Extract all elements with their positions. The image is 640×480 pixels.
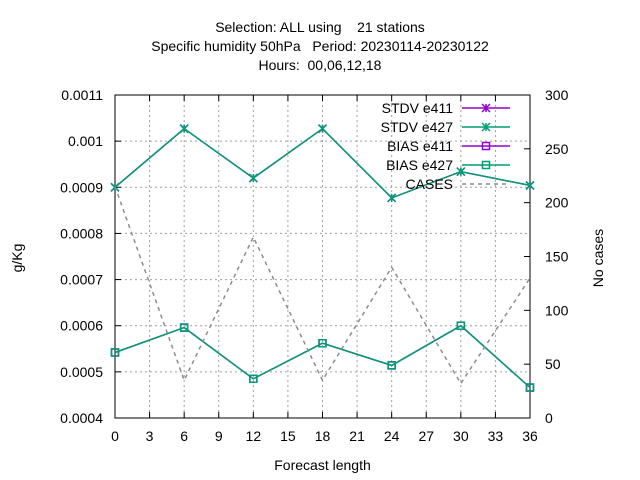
x-tick-label: 30 xyxy=(453,428,469,444)
axis-ticks: 0 3 6 9 12 15 18 21 24 27 30 33 360.00040.00050.0006… xyxy=(60,87,568,444)
title-line: Hours: 00,06,12,18 xyxy=(259,57,382,73)
legend-entry: STDV e427 xyxy=(381,119,510,135)
legend-entry: BIAS e427 xyxy=(386,157,510,173)
legend-entry: BIAS e411 xyxy=(387,138,510,154)
data-point-square-marker xyxy=(110,348,120,357)
x-tick-label: 12 xyxy=(246,428,262,444)
y-tick-label: 0.0009 xyxy=(60,179,103,195)
x-tick-label: 33 xyxy=(488,428,504,444)
series-bias-e427 xyxy=(110,321,535,392)
x-tick-label: 15 xyxy=(280,428,296,444)
data-point-square-marker xyxy=(456,321,466,330)
x-tick-label: 21 xyxy=(349,428,365,444)
data-point-square-marker xyxy=(249,374,258,384)
x-tick-label: 27 xyxy=(418,428,434,444)
series-line xyxy=(114,127,531,199)
grid xyxy=(115,95,530,418)
legend-entry: CASES xyxy=(406,176,510,192)
legend-label: BIAS e427 xyxy=(386,157,453,173)
y2-tick-label: 150 xyxy=(545,249,569,265)
chart-title: Selection: ALL using 21 stations Specific… xyxy=(151,19,489,73)
y2-tick-label: 0 xyxy=(545,410,553,426)
y-tick-label: 0.0008 xyxy=(60,225,103,241)
x-tick-label: 36 xyxy=(522,428,538,444)
data-point-square-marker xyxy=(481,141,491,151)
data-point-square-marker xyxy=(525,383,535,392)
y2-axis-label: No cases xyxy=(590,229,606,287)
series-line xyxy=(114,324,531,389)
y2-tick-label: 200 xyxy=(545,195,569,211)
x-tick-label: 18 xyxy=(315,428,331,444)
legend: STDV e411 STDV e427 BIAS e411 BIAS e427 CASE… xyxy=(381,100,510,192)
legend-entry: STDV e411 xyxy=(382,100,510,116)
x-tick-label: 3 xyxy=(146,428,154,444)
y2-tick-label: 300 xyxy=(545,87,569,103)
x-tick-label: 6 xyxy=(180,428,188,444)
legend-label: BIAS e411 xyxy=(387,138,453,154)
legend-label: CASES xyxy=(406,176,453,192)
x-tick-label: 9 xyxy=(215,428,223,444)
data-point-square-marker xyxy=(318,338,327,348)
title-line: Selection: ALL using 21 stations xyxy=(215,19,425,35)
x-tick-label: 0 xyxy=(111,428,119,444)
y2-tick-label: 50 xyxy=(545,356,561,372)
title-line: Specific humidity 50hPa Period: 20230114… xyxy=(151,38,489,54)
y-tick-label: 0.0007 xyxy=(60,272,103,288)
y-tick-label: 0.0004 xyxy=(60,410,103,426)
legend-label: STDV e427 xyxy=(381,119,454,135)
series-line xyxy=(114,127,531,199)
data-point-square-marker xyxy=(387,361,396,370)
y-tick-label: 0.0006 xyxy=(60,318,103,334)
y-axis-label: g/Kg xyxy=(9,244,25,273)
data-point-square-marker xyxy=(481,160,491,170)
y-tick-label: 0.001 xyxy=(68,133,103,149)
y2-tick-label: 250 xyxy=(545,141,569,157)
y2-tick-label: 100 xyxy=(545,302,569,318)
x-axis-label: Forecast length xyxy=(274,457,371,473)
series-line xyxy=(114,186,531,385)
series-lines xyxy=(110,124,535,392)
x-tick-label: 24 xyxy=(384,428,400,444)
y-tick-label: 0.0011 xyxy=(61,87,103,103)
legend-label: STDV e411 xyxy=(382,100,454,116)
series-cases xyxy=(114,186,531,385)
data-point-square-marker xyxy=(179,323,189,332)
y-tick-label: 0.0005 xyxy=(60,364,103,380)
